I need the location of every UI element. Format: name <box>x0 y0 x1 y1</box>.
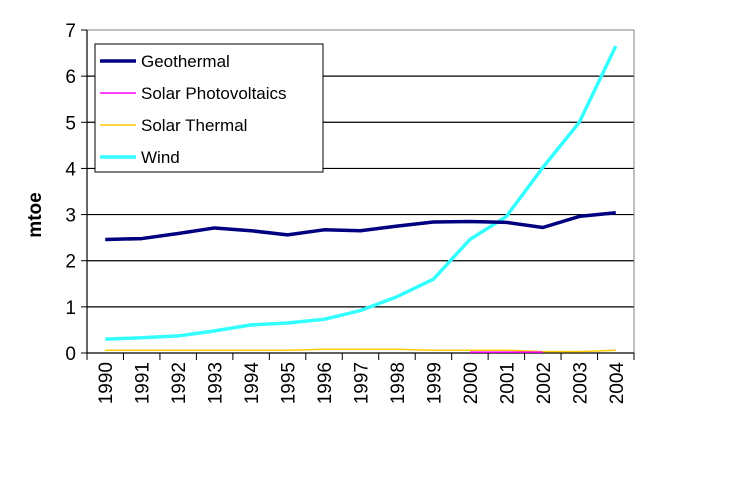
x-tick-label: 1992 <box>169 362 190 404</box>
y-tick-label: 4 <box>65 159 76 180</box>
x-tick-label: 1995 <box>279 362 300 404</box>
y-tick-label: 3 <box>65 206 76 227</box>
y-tick-label: 5 <box>65 113 76 134</box>
x-tick-label: 2003 <box>570 362 591 404</box>
legend: Geothermal Solar Photovoltaics Solar Therm… <box>94 43 324 173</box>
y-tick-label: 0 <box>65 344 76 365</box>
series-lines <box>105 45 618 353</box>
x-tick-label: 2001 <box>497 362 518 404</box>
x-tick-label: 2002 <box>534 362 555 404</box>
legend-box <box>94 43 324 173</box>
y-axis-title: mtoe <box>25 192 46 237</box>
legend-label-geothermal: Geothermal <box>141 52 230 71</box>
legend-label-solar-thermal: Solar Thermal <box>141 116 247 135</box>
y-tick-label: 6 <box>65 67 76 88</box>
x-tick-label: 1994 <box>242 362 263 405</box>
legend-label-solar-photovoltaics: Solar Photovoltaics <box>141 84 287 103</box>
x-tick-label: 2000 <box>461 362 482 404</box>
x-tick-label: 1997 <box>352 362 373 404</box>
x-tick-label: 1991 <box>133 362 154 404</box>
x-tick-label: 2004 <box>607 362 628 405</box>
series-line-solar-thermal <box>105 348 616 353</box>
y-tick-labels: 0 1 2 3 4 5 6 7 <box>65 21 76 365</box>
x-tick-label: 1996 <box>315 362 336 404</box>
x-tick-label: 1999 <box>424 362 445 404</box>
series-line-geothermal <box>105 210 616 242</box>
y-tick-label: 7 <box>65 21 76 42</box>
x-tick-label: 1998 <box>388 362 409 404</box>
x-tick-labels: 1990 1991 1992 1993 1994 1995 1996 1997 1998 1999… <box>96 362 628 405</box>
axes <box>81 29 635 360</box>
legend-label-wind: Wind <box>141 148 180 167</box>
y-tick-label: 1 <box>65 298 76 319</box>
x-tick-label: 1993 <box>206 362 227 404</box>
y-tick-label: 2 <box>65 252 76 273</box>
x-tick-label: 1990 <box>96 362 117 404</box>
